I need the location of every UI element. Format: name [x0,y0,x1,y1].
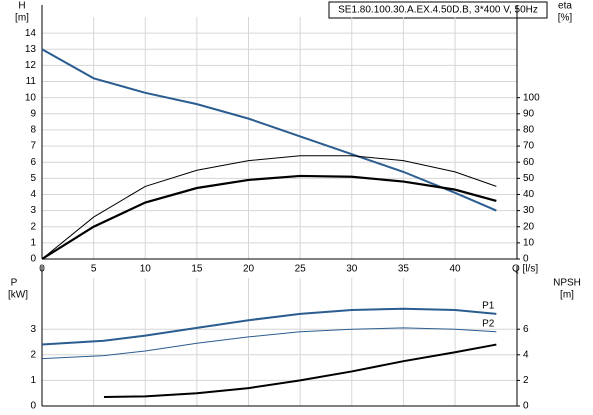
curve-label: P2 [482,318,495,329]
y-tick-label: 1 [30,238,36,249]
y-tick-label: 7 [30,141,36,152]
y2-unit: [m] [560,290,574,301]
curve [41,307,497,346]
title-box [328,1,548,19]
y-tick-label: 3 [30,205,36,216]
y-tick-label: 9 [30,108,36,119]
y-tick-label: 12 [25,60,37,71]
y2-tick-label: 4 [523,349,529,360]
curve [41,174,497,260]
y-tick-label: 4 [30,189,36,200]
x-tick-label: 5 [91,264,97,275]
y2-unit: [%] [558,13,573,24]
y-tick-label: 3 [30,324,36,335]
y2-tick-label: 60 [523,157,535,168]
y-unit: [m] [15,13,29,24]
y-tick-label: 14 [25,28,37,39]
x-tick-label: 30 [346,264,358,275]
x-label: Q [l/s] [512,264,538,275]
y2-tick-label: 40 [523,189,535,200]
y-unit: [kW] [8,290,28,301]
y-tick-label: 1 [30,375,36,386]
y2-tick-label: 20 [523,221,535,232]
chart-title: SE1.80.100.30.A.EX.4.50D.B, 3*400 V, 50H… [338,5,538,16]
y-label: P [11,278,18,289]
curve [41,327,497,360]
y-tick-label: 11 [26,76,37,87]
curve [41,48,497,212]
y2-tick-label: 80 [523,125,535,136]
y-tick-label: 2 [30,349,36,360]
y-tick-label: 10 [25,92,37,103]
curve [41,155,497,260]
y2-label: eta [558,1,572,12]
y-label: H [18,1,25,12]
curve-label: P1 [482,300,495,311]
y2-tick-label: 2 [523,375,529,386]
x-tick-label: 40 [449,264,461,275]
y-tick-label: 0 [30,254,36,265]
y2-tick-label: 0 [523,401,529,412]
y2-label: NPSH [553,278,581,289]
y-tick-label: 5 [30,173,36,184]
y2-tick-label: 90 [523,108,535,119]
y2-tick-label: 70 [523,141,535,152]
y2-tick-label: 50 [523,173,535,184]
x-tick-label: 10 [140,264,152,275]
x-tick-label: 25 [295,264,307,275]
y2-tick-label: 100 [523,92,540,103]
y2-tick-label: 6 [523,324,529,335]
x-tick-label: 15 [191,264,203,275]
x-tick-label: 20 [243,264,255,275]
y-tick-label: 8 [30,125,36,136]
y-tick-label: 13 [25,44,37,55]
curve [103,343,497,399]
y2-tick-label: 0 [523,254,529,265]
y2-tick-label: 10 [523,238,535,249]
x-tick-label: 35 [398,264,410,275]
y2-tick-label: 30 [523,205,535,216]
y-tick-label: 6 [30,157,36,168]
y-tick-label: 2 [30,221,36,232]
y-tick-label: 0 [30,401,36,412]
